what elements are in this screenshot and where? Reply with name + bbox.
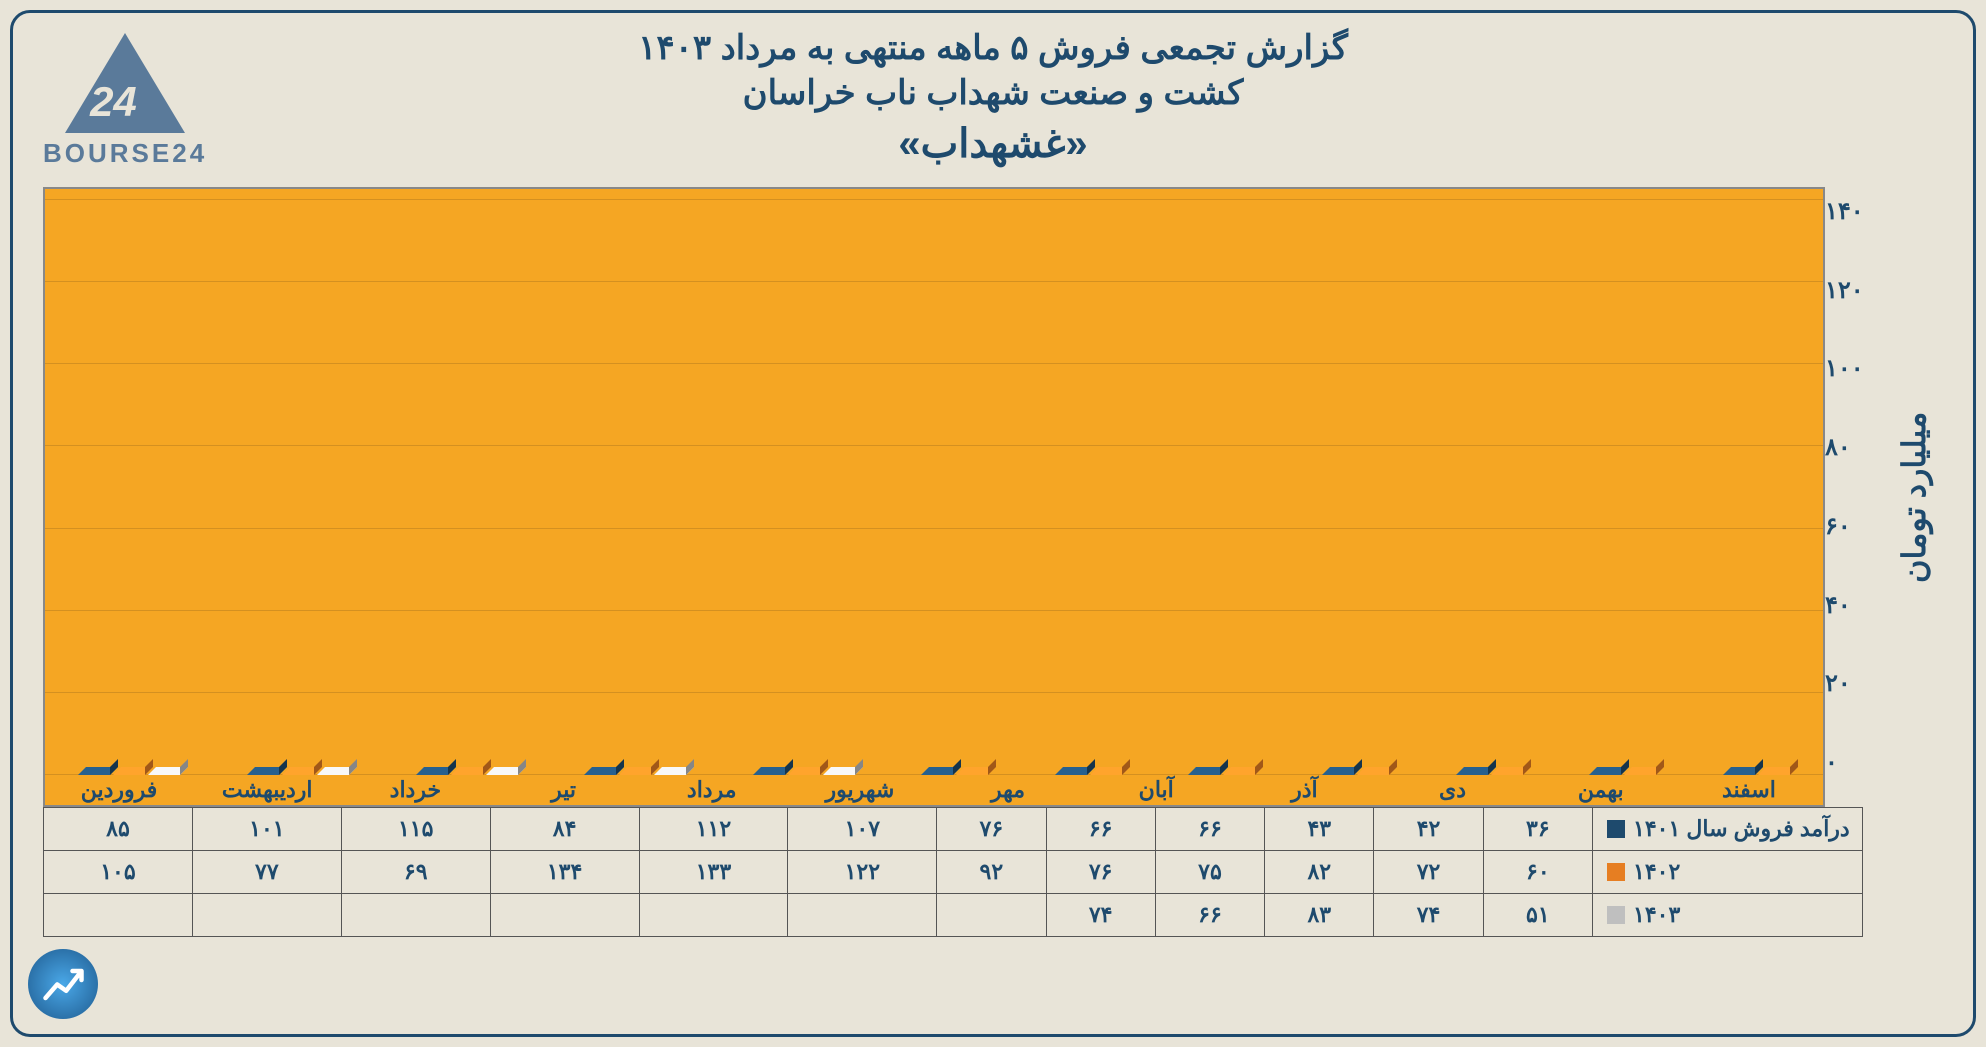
data-cell: ۸۴ bbox=[490, 808, 639, 851]
legend-label: ۱۴۰۲ bbox=[1633, 859, 1680, 885]
data-cell bbox=[937, 894, 1046, 937]
legend-cell: ۱۴۰۲ bbox=[1593, 851, 1863, 894]
data-cell: ۷۵ bbox=[1155, 851, 1264, 894]
logo-triangle-icon: 24 bbox=[65, 33, 185, 133]
data-cell bbox=[639, 894, 788, 937]
table-row: ۱۴۰۲ ۶۰۷۲۸۲۷۵۷۶۹۲۱۲۲۱۳۳۱۳۴۶۹۷۷۱۰۵ bbox=[44, 851, 1863, 894]
x-tick-label: فروردین bbox=[45, 777, 193, 803]
data-cell bbox=[490, 894, 639, 937]
legend-color-icon bbox=[1607, 820, 1625, 838]
table-row: درآمد فروش سال ۱۴۰۱۳۶۴۲۴۳۶۶۶۶۷۶۱۰۷۱۱۲۸۴۱… bbox=[44, 808, 1863, 851]
data-cell bbox=[341, 894, 490, 937]
x-tick-label: شهریور bbox=[786, 777, 934, 803]
data-cell: ۹۲ bbox=[937, 851, 1046, 894]
y-tick-label: ۱۴۰ bbox=[1825, 197, 1875, 226]
y-tick-label: ۰ bbox=[1825, 748, 1875, 777]
data-cell: ۳۶ bbox=[1483, 808, 1592, 851]
data-cell: ۱۰۱ bbox=[192, 808, 341, 851]
y-axis-label: میلیارد تومان bbox=[1885, 187, 1943, 807]
chart-wrapper: میلیارد تومان ۱۴۰ ۱۲۰ ۱۰۰ ۸۰ ۶۰ ۴۰ ۲۰ ۰ فروردین… bbox=[43, 187, 1943, 807]
data-cell: ۸۲ bbox=[1265, 851, 1374, 894]
data-table: درآمد فروش سال ۱۴۰۱۳۶۴۲۴۳۶۶۶۶۷۶۱۰۷۱۱۲۸۴۱… bbox=[43, 807, 1863, 937]
x-tick-label: تیر bbox=[489, 777, 637, 803]
title-line-2: کشت و صنعت شهداب ناب خراسان bbox=[43, 73, 1943, 113]
x-tick-label: اردیبهشت bbox=[193, 777, 341, 803]
data-cell: ۸۳ bbox=[1265, 894, 1374, 937]
data-cell: ۱۳۳ bbox=[639, 851, 788, 894]
y-tick-label: ۱۲۰ bbox=[1825, 276, 1875, 305]
data-cell: ۱۰۵ bbox=[44, 851, 193, 894]
data-cell: ۷۴ bbox=[1046, 894, 1155, 937]
chart-trend-icon bbox=[28, 949, 98, 1019]
data-cell: ۴۲ bbox=[1374, 808, 1483, 851]
legend-color-icon bbox=[1607, 906, 1625, 924]
data-table-wrapper: درآمد فروش سال ۱۴۰۱۳۶۴۲۴۳۶۶۶۶۷۶۱۰۷۱۱۲۸۴۱… bbox=[43, 807, 1863, 937]
legend-cell: ۱۴۰۳ bbox=[1593, 894, 1863, 937]
bourse24-logo: 24 BOURSE24 bbox=[43, 33, 207, 169]
chart-plot-area: فروردیناردیبهشتخردادتیرمردادشهریورمهرآبا… bbox=[43, 187, 1825, 807]
data-cell: ۶۹ bbox=[341, 851, 490, 894]
y-tick-label: ۶۰ bbox=[1825, 512, 1875, 541]
data-cell: ۷۷ bbox=[192, 851, 341, 894]
data-cell: ۱۳۴ bbox=[490, 851, 639, 894]
y-tick-label: ۴۰ bbox=[1825, 591, 1875, 620]
data-cell: ۷۶ bbox=[937, 808, 1046, 851]
logo-number: 24 bbox=[90, 78, 137, 126]
data-cell bbox=[192, 894, 341, 937]
x-tick-label: مرداد bbox=[638, 777, 786, 803]
data-cell: ۶۰ bbox=[1483, 851, 1592, 894]
x-tick-label: بهمن bbox=[1527, 777, 1675, 803]
legend-label: ۱۴۰۳ bbox=[1633, 902, 1680, 928]
x-tick-label: مهر bbox=[934, 777, 1082, 803]
data-cell: ۱۰۷ bbox=[788, 808, 937, 851]
x-tick-label: آبان bbox=[1082, 777, 1230, 803]
data-cell: ۶۶ bbox=[1155, 808, 1264, 851]
legend-cell: درآمد فروش سال ۱۴۰۱ bbox=[1593, 808, 1863, 851]
legend-color-icon bbox=[1607, 863, 1625, 881]
data-cell: ۴۳ bbox=[1265, 808, 1374, 851]
data-cell bbox=[788, 894, 937, 937]
chart-header: گزارش تجمعی فروش ۵ ماهه منتهی به مرداد ۱… bbox=[43, 28, 1943, 167]
data-cell: ۶۶ bbox=[1155, 894, 1264, 937]
x-tick-label: خرداد bbox=[341, 777, 489, 803]
data-cell: ۸۵ bbox=[44, 808, 193, 851]
data-cell: ۷۴ bbox=[1374, 894, 1483, 937]
data-cell: ۷۶ bbox=[1046, 851, 1155, 894]
title-line-3: «غشهداب» bbox=[43, 121, 1943, 167]
data-cell: ۷۲ bbox=[1374, 851, 1483, 894]
chart-container: 24 BOURSE24 گزارش تجمعی فروش ۵ ماهه منته… bbox=[10, 10, 1976, 1037]
x-tick-label: دی bbox=[1378, 777, 1526, 803]
x-tick-label: آذر bbox=[1230, 777, 1378, 803]
y-axis-ticks: ۱۴۰ ۱۲۰ ۱۰۰ ۸۰ ۶۰ ۴۰ ۲۰ ۰ bbox=[1825, 187, 1885, 807]
table-row: ۱۴۰۳۵۱۷۴۸۳۶۶۷۴ bbox=[44, 894, 1863, 937]
data-cell: ۱۱۵ bbox=[341, 808, 490, 851]
data-cell bbox=[44, 894, 193, 937]
logo-brand-text: BOURSE24 bbox=[43, 138, 207, 169]
data-cell: ۵۱ bbox=[1483, 894, 1592, 937]
legend-label: درآمد فروش سال ۱۴۰۱ bbox=[1633, 816, 1850, 842]
bars-container bbox=[45, 199, 1823, 775]
x-axis-labels: فروردیناردیبهشتخردادتیرمردادشهریورمهرآبا… bbox=[45, 775, 1823, 805]
title-line-1: گزارش تجمعی فروش ۵ ماهه منتهی به مرداد ۱… bbox=[43, 28, 1943, 68]
y-tick-label: ۱۰۰ bbox=[1825, 354, 1875, 383]
data-cell: ۱۲۲ bbox=[788, 851, 937, 894]
x-tick-label: اسفند bbox=[1675, 777, 1823, 803]
y-tick-label: ۲۰ bbox=[1825, 669, 1875, 698]
data-cell: ۱۱۲ bbox=[639, 808, 788, 851]
y-tick-label: ۸۰ bbox=[1825, 433, 1875, 462]
data-cell: ۶۶ bbox=[1046, 808, 1155, 851]
